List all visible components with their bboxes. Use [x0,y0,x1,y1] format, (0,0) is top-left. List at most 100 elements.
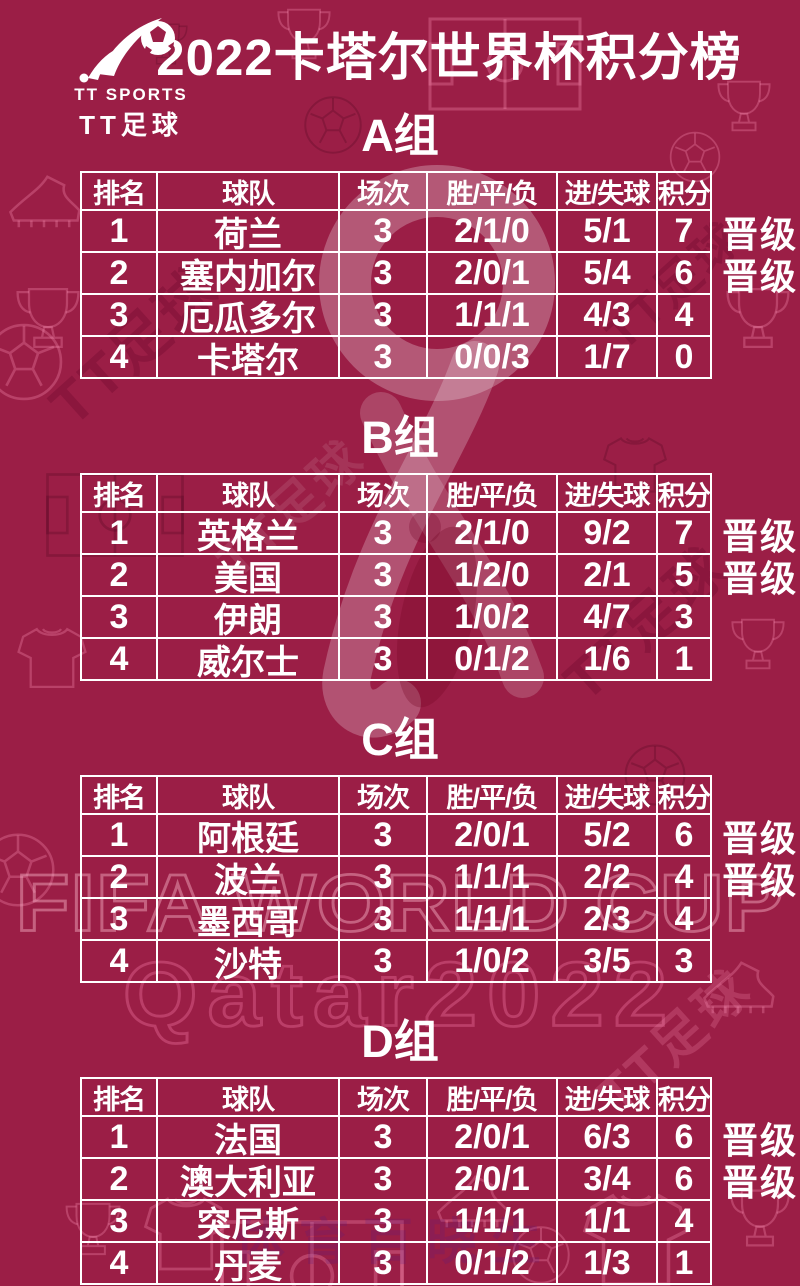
team-cell: 突尼斯 [158,1201,340,1241]
played-cell: 3 [340,857,428,897]
header-cell: 胜/平/负 [428,475,558,511]
rank-cell: 4 [82,337,158,377]
win-draw-loss-cell: 2/0/1 [428,815,558,855]
rank-cell: 1 [82,513,158,553]
win-draw-loss-cell: 1/1/1 [428,295,558,335]
team-cell: 法国 [158,1117,340,1157]
rank-cell: 4 [82,639,158,679]
header-cell: 球队 [158,173,340,209]
table-header-row: 排名 球队 场次 胜/平/负 进/失球 积分 [82,173,710,209]
goals-for-against-cell: 4/3 [558,295,658,335]
header-cell: 胜/平/负 [428,173,558,209]
promoted-badge: 晋级 [722,1120,799,1161]
team-cell: 荷兰 [158,211,340,251]
table-row: 2 美国 3 1/2/0 2/1 5 [82,553,710,595]
rank-cell: 1 [82,815,158,855]
goals-for-against-cell: 2/2 [558,857,658,897]
table-row: 4 丹麦 3 0/1/2 1/3 1 [82,1241,710,1283]
promoted-badge: 晋级 [722,860,799,901]
table-header-row: 排名 球队 场次 胜/平/负 进/失球 积分 [82,475,710,511]
points-cell: 4 [674,857,694,896]
table-header-row: 排名 球队 场次 胜/平/负 进/失球 积分 [82,1079,710,1115]
standings-table-wrap: 排名 球队 场次 胜/平/负 进/失球 积分 1 英格兰 3 2/1/0 9/2 7 2 美国 3 1/2/… [80,473,796,681]
goals-for-against-cell: 4/7 [558,597,658,637]
group-section-D组: D组 排名 球队 场次 胜/平/负 进/失球 积分 1 法国 3 2/0/1 6/3 6 2 澳大利亚 3… [0,1005,800,1285]
promoted-badge: 晋级 [722,1162,799,1203]
win-draw-loss-cell: 1/2/0 [428,555,558,595]
table-header-row: 排名 球队 场次 胜/平/负 进/失球 积分 [82,777,710,813]
tt-sports-logo-icon [79,18,175,83]
header-cell: 进/失球 [558,475,658,511]
group-section-C组: C组 排名 球队 场次 胜/平/负 进/失球 积分 1 阿根廷 3 2/0/1 5/2 6 2 波兰 3 1… [0,703,800,983]
group-title: B组 [361,412,439,463]
points-cell: 1 [674,1243,694,1282]
header-cell: 排名 [82,173,158,209]
rank-cell: 4 [82,941,158,981]
team-cell: 塞内加尔 [158,253,340,293]
points-cell: 5 [674,555,694,594]
goals-for-against-cell: 1/3 [558,1243,658,1283]
table-row: 2 澳大利亚 3 2/0/1 3/4 6 [82,1157,710,1199]
team-cell: 伊朗 [158,597,340,637]
goals-for-against-cell: 1/1 [558,1201,658,1241]
goals-for-against-cell: 6/3 [558,1117,658,1157]
win-draw-loss-cell: 0/1/2 [428,639,558,679]
groups-container: A组 排名 球队 场次 胜/平/负 进/失球 积分 1 荷兰 3 2/1/0 5/1 7 2 塞内加尔 3… [0,99,800,1285]
played-cell: 3 [340,555,428,595]
played-cell: 3 [340,597,428,637]
rank-cell: 4 [82,1243,158,1283]
header-cell: 场次 [340,475,428,511]
header-cell: 积分 [658,782,710,813]
promoted-badge: 晋级 [722,256,799,297]
standings-table-wrap: 排名 球队 场次 胜/平/负 进/失球 积分 1 阿根廷 3 2/0/1 5/2 6 2 波兰 3 1/1/… [80,775,796,983]
header-cell: 胜/平/负 [428,777,558,813]
team-cell: 丹麦 [158,1243,340,1283]
rank-cell: 2 [82,253,158,293]
team-cell: 美国 [158,555,340,595]
team-cell: 阿根廷 [158,815,340,855]
goals-for-against-cell: 5/4 [558,253,658,293]
win-draw-loss-cell: 1/0/2 [428,597,558,637]
table-row: 1 英格兰 3 2/1/0 9/2 7 [82,511,710,553]
table-row: 3 墨西哥 3 1/1/1 2/3 4 [82,897,710,939]
win-draw-loss-cell: 1/1/1 [428,857,558,897]
played-cell: 3 [340,815,428,855]
tt-sports-logo: TT SPORTS TT足球 [26,12,236,142]
rank-cell: 1 [82,1117,158,1157]
standings-table-wrap: 排名 球队 场次 胜/平/负 进/失球 积分 1 荷兰 3 2/1/0 5/1 7 2 塞内加尔 3 2/0… [80,171,796,379]
header-cell: 排名 [82,777,158,813]
goals-for-against-cell: 1/7 [558,337,658,377]
rank-cell: 3 [82,597,158,637]
played-cell: 3 [340,337,428,377]
header-cell: 胜/平/负 [428,1079,558,1115]
standings-table: 排名 球队 场次 胜/平/负 进/失球 积分 1 法国 3 2/0/1 6/3 6 2 澳大利亚 3 2/0… [80,1077,712,1285]
goals-for-against-cell: 2/1 [558,555,658,595]
standings-table-wrap: 排名 球队 场次 胜/平/负 进/失球 积分 1 法国 3 2/0/1 6/3 6 2 澳大利亚 3 2/0… [80,1077,796,1285]
played-cell: 3 [340,295,428,335]
goals-for-against-cell: 1/6 [558,639,658,679]
rank-cell: 2 [82,1159,158,1199]
played-cell: 3 [340,211,428,251]
promoted-badge: 晋级 [722,818,799,859]
win-draw-loss-cell: 2/1/0 [428,513,558,553]
win-draw-loss-cell: 1/0/2 [428,941,558,981]
group-title: A组 [361,110,439,161]
points-cell: 6 [674,253,694,292]
points-cell: 6 [674,1159,694,1198]
rank-cell: 2 [82,857,158,897]
points-cell: 7 [674,211,694,250]
table-row: 4 威尔士 3 0/1/2 1/6 1 [82,637,710,679]
table-row: 1 荷兰 3 2/1/0 5/1 7 [82,209,710,251]
table-row: 3 伊朗 3 1/0/2 4/7 3 [82,595,710,637]
table-row: 1 阿根廷 3 2/0/1 5/2 6 [82,813,710,855]
points-cell: 4 [674,1201,694,1240]
win-draw-loss-cell: 1/1/1 [428,899,558,939]
win-draw-loss-cell: 1/1/1 [428,1201,558,1241]
team-cell: 波兰 [158,857,340,897]
rank-cell: 1 [82,211,158,251]
goals-for-against-cell: 5/2 [558,815,658,855]
group-title: C组 [361,714,439,765]
goals-for-against-cell: 3/4 [558,1159,658,1199]
standings-table: 排名 球队 场次 胜/平/负 进/失球 积分 1 阿根廷 3 2/0/1 5/2 6 2 波兰 3 1/1/… [80,775,712,983]
